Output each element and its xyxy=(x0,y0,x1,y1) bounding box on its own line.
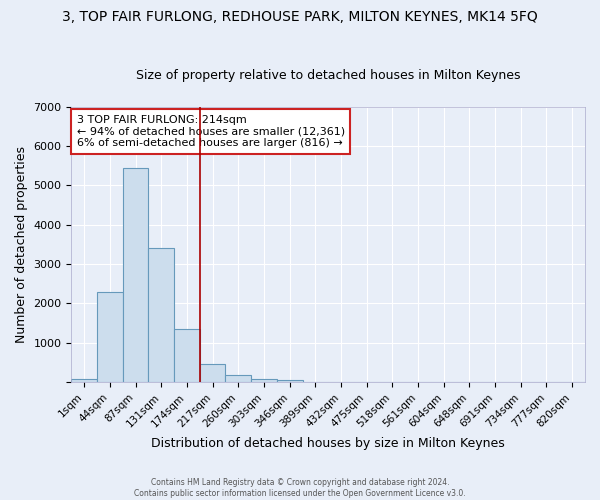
X-axis label: Distribution of detached houses by size in Milton Keynes: Distribution of detached houses by size … xyxy=(151,437,505,450)
Y-axis label: Number of detached properties: Number of detached properties xyxy=(15,146,28,343)
Bar xyxy=(97,292,123,382)
Text: Contains HM Land Registry data © Crown copyright and database right 2024.
Contai: Contains HM Land Registry data © Crown c… xyxy=(134,478,466,498)
Bar xyxy=(200,364,226,382)
Bar xyxy=(71,379,97,382)
Text: 3, TOP FAIR FURLONG, REDHOUSE PARK, MILTON KEYNES, MK14 5FQ: 3, TOP FAIR FURLONG, REDHOUSE PARK, MILT… xyxy=(62,10,538,24)
Bar xyxy=(174,330,200,382)
Bar xyxy=(123,168,148,382)
Title: Size of property relative to detached houses in Milton Keynes: Size of property relative to detached ho… xyxy=(136,69,520,82)
Bar xyxy=(277,380,302,382)
Bar xyxy=(226,375,251,382)
Text: 3 TOP FAIR FURLONG: 214sqm
← 94% of detached houses are smaller (12,361)
6% of s: 3 TOP FAIR FURLONG: 214sqm ← 94% of deta… xyxy=(77,115,344,148)
Bar xyxy=(251,378,277,382)
Bar xyxy=(148,248,174,382)
